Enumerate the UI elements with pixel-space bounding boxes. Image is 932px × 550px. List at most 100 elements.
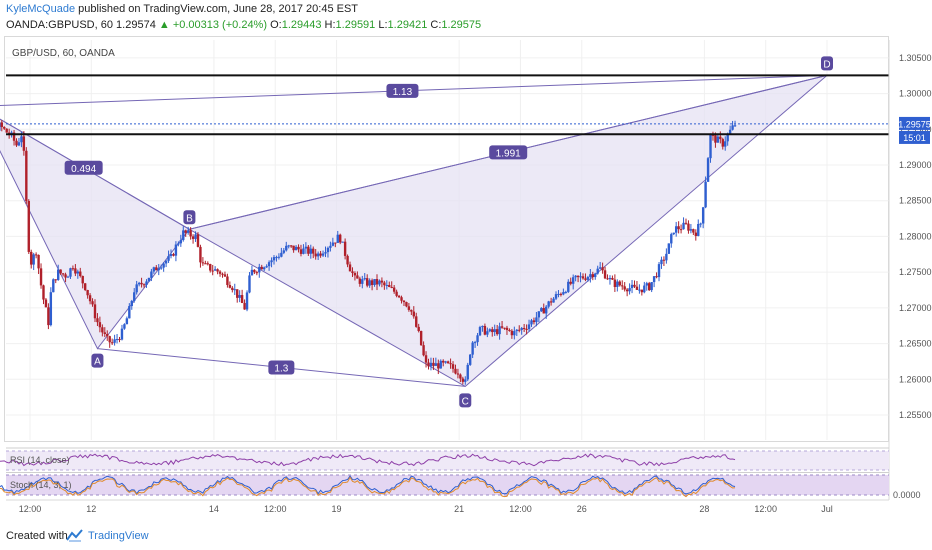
candle-body [424,355,428,363]
candle-body [191,236,195,239]
candle-body [518,329,521,331]
candle-body [228,284,232,288]
candle-body [186,230,190,233]
candle-body [159,267,163,269]
candle-body [130,300,133,307]
candle-body [255,272,259,274]
candle-body [684,222,688,224]
candle-body [302,248,305,254]
candle-body [591,274,595,278]
candle-body [706,158,710,182]
tradingview-brand[interactable]: TradingView [88,530,149,542]
countdown-label: 15:01 [903,133,926,143]
candle-body [476,335,479,343]
candle-body [689,229,693,231]
created-with-text: Created with [6,530,68,542]
candle-body [405,302,408,307]
candle-body [719,136,722,140]
y-tick-label: 1.27000 [899,303,932,313]
candle-body [557,293,560,295]
candle-body [339,234,342,243]
candle-body [525,328,528,330]
candle-body [177,243,180,245]
candle-body [419,331,423,346]
candle-body [194,234,197,239]
candle-body [697,224,700,236]
low-value: 1.29421 [387,19,428,31]
candle-body [733,125,737,127]
candle-body [331,242,335,246]
candle-body [491,329,494,333]
candle-body [329,245,332,248]
candle-body [34,254,38,256]
candle-body [417,326,420,332]
candle-body [530,320,533,325]
y-tick-label: 1.25500 [899,410,932,420]
candle-body [243,302,246,310]
candle-body [655,276,658,278]
candle-body [459,374,462,379]
x-tick-label: Jul [821,504,833,514]
candle-body [17,142,21,146]
candle-body [275,257,278,259]
candle-body [601,267,604,271]
candle-body [704,181,707,208]
author-link[interactable]: KyleMcQuade [6,3,76,15]
candle-body [182,230,185,241]
candle-body [589,274,592,277]
candle-body [687,223,690,231]
candle-body [57,269,60,281]
pattern-point-a: A [94,357,101,368]
candle-body [155,267,158,271]
candle-body [169,254,173,256]
candle-body [265,266,268,268]
candle-body [498,326,501,335]
stoch-tick-label: 0.0000 [893,490,921,500]
candle-body [429,362,433,367]
y-tick-label: 1.27500 [899,267,932,277]
candle-body [586,276,590,280]
candle-body [714,135,717,143]
candle-body [442,360,445,363]
candle-body [71,268,75,270]
publish-info: published on TradingView.com, June 28, 2… [75,3,359,15]
open-value: 1.29443 [281,19,322,31]
candle-body [86,290,89,296]
candle-body [233,289,236,291]
candle-body [69,268,72,277]
candle-body [221,273,224,275]
candle-body [559,293,563,295]
candle-body [478,327,482,336]
candle-body [147,277,151,282]
stoch-k-line [0,475,736,495]
ratio-label: 1.3 [274,364,288,375]
candle-body [272,257,276,261]
candle-body [32,254,35,265]
candle-body [216,269,219,272]
candle-body [334,242,337,244]
pattern-point-b: B [186,213,193,224]
candle-body [608,277,612,280]
pattern-point-c: C [462,396,469,407]
candle-body [346,255,349,265]
candle-body [15,140,18,146]
candle-body [652,276,656,283]
candle-body [699,223,702,225]
candle-body [174,244,178,256]
candle-body [79,271,82,276]
candle-body [189,230,192,237]
candle-body [383,282,386,286]
low-label: L: [378,19,388,31]
candle-body [596,268,599,274]
candle-body [113,339,116,343]
x-tick-label: 19 [332,504,342,514]
countdown-bg [899,130,930,144]
candle-body [326,247,330,253]
candle-body [564,291,568,293]
candle-body [709,134,712,159]
candle-body [542,308,545,314]
candle-body [545,306,548,314]
candle-body [402,300,406,303]
candle-body [571,277,575,284]
